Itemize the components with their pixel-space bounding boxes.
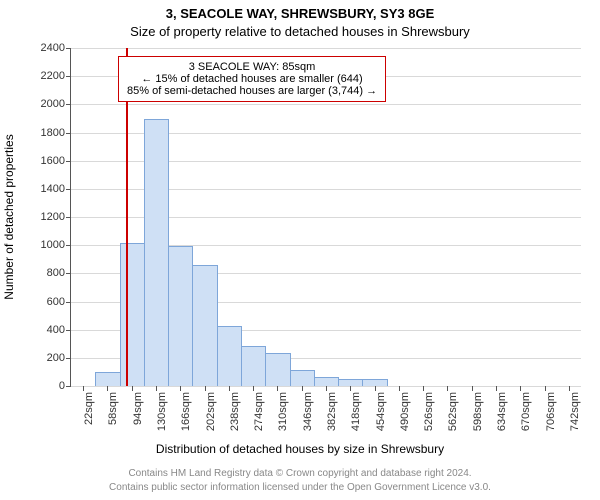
x-tick-mark — [107, 386, 108, 391]
y-tick-label: 200 — [47, 352, 71, 364]
x-tick-label: 454sqm — [375, 392, 387, 431]
x-tick-label: 166sqm — [180, 392, 192, 431]
footer-copyright-1: Contains HM Land Registry data © Crown c… — [0, 468, 600, 479]
y-tick-label: 2400 — [41, 42, 71, 54]
info-box-line: 3 SEACOLE WAY: 85sqm — [127, 61, 377, 73]
x-tick-mark — [399, 386, 400, 391]
x-tick-mark — [132, 386, 133, 391]
x-tick-label: 202sqm — [205, 392, 217, 431]
y-tick-label: 1400 — [41, 183, 71, 195]
x-tick-label: 742sqm — [569, 392, 581, 431]
y-tick-label: 2000 — [41, 98, 71, 110]
histogram-bar — [265, 353, 290, 386]
x-tick-label: 238sqm — [229, 392, 241, 431]
histogram-bar — [217, 326, 242, 386]
x-tick-label: 58sqm — [107, 392, 119, 425]
histogram-bar — [338, 379, 363, 386]
x-tick-label: 562sqm — [447, 392, 459, 431]
histogram-bar — [95, 372, 120, 386]
x-tick-label: 706sqm — [545, 392, 557, 431]
info-box-line: 85% of semi-detached houses are larger (… — [127, 85, 377, 97]
y-tick-label: 600 — [47, 296, 71, 308]
x-tick-mark — [375, 386, 376, 391]
x-tick-mark — [472, 386, 473, 391]
x-tick-mark — [447, 386, 448, 391]
x-tick-label: 130sqm — [156, 392, 168, 431]
x-axis-label: Distribution of detached houses by size … — [0, 442, 600, 456]
y-tick-label: 800 — [47, 267, 71, 279]
histogram-bar — [168, 246, 193, 386]
histogram-bar — [362, 379, 387, 386]
y-axis-label: Number of detached properties — [2, 134, 16, 299]
x-tick-mark — [350, 386, 351, 391]
x-tick-label: 670sqm — [520, 392, 532, 431]
x-tick-mark — [229, 386, 230, 391]
x-tick-mark — [180, 386, 181, 391]
histogram-bar — [192, 265, 217, 386]
x-tick-mark — [545, 386, 546, 391]
x-tick-mark — [423, 386, 424, 391]
y-tick-label: 2200 — [41, 70, 71, 82]
x-tick-mark — [205, 386, 206, 391]
histogram-bar — [120, 243, 145, 386]
histogram-bar — [290, 370, 315, 386]
x-tick-mark — [520, 386, 521, 391]
x-tick-mark — [496, 386, 497, 391]
x-tick-label: 634sqm — [496, 392, 508, 431]
x-tick-label: 22sqm — [83, 392, 95, 425]
histogram-bar — [314, 377, 339, 386]
x-tick-label: 94sqm — [132, 392, 144, 425]
y-tick-label: 1000 — [41, 239, 71, 251]
x-tick-label: 490sqm — [399, 392, 411, 431]
gridline-h — [71, 104, 581, 105]
x-tick-mark — [569, 386, 570, 391]
x-tick-label: 382sqm — [326, 392, 338, 431]
x-tick-label: 526sqm — [423, 392, 435, 431]
x-tick-label: 418sqm — [350, 392, 362, 431]
y-tick-label: 1800 — [41, 127, 71, 139]
x-tick-mark — [277, 386, 278, 391]
x-tick-label: 274sqm — [253, 392, 265, 431]
footer-copyright-2: Contains public sector information licen… — [0, 482, 600, 493]
info-box-line: ← 15% of detached houses are smaller (64… — [127, 73, 377, 85]
x-tick-label: 310sqm — [277, 392, 289, 431]
x-tick-label: 346sqm — [302, 392, 314, 431]
histogram-chart: 3, SEACOLE WAY, SHREWSBURY, SY3 8GE Size… — [0, 0, 600, 500]
x-tick-mark — [156, 386, 157, 391]
y-tick-label: 1200 — [41, 211, 71, 223]
chart-title-address: 3, SEACOLE WAY, SHREWSBURY, SY3 8GE — [0, 6, 600, 21]
histogram-bar — [241, 346, 266, 386]
x-tick-mark — [326, 386, 327, 391]
x-tick-label: 598sqm — [472, 392, 484, 431]
histogram-bar — [144, 119, 169, 386]
x-tick-mark — [83, 386, 84, 391]
y-tick-label: 1600 — [41, 155, 71, 167]
property-info-box: 3 SEACOLE WAY: 85sqm← 15% of detached ho… — [118, 56, 386, 102]
x-tick-mark — [253, 386, 254, 391]
y-tick-label: 0 — [59, 380, 71, 392]
gridline-h — [71, 48, 581, 49]
x-tick-mark — [302, 386, 303, 391]
chart-subtitle: Size of property relative to detached ho… — [0, 24, 600, 39]
y-tick-label: 400 — [47, 324, 71, 336]
